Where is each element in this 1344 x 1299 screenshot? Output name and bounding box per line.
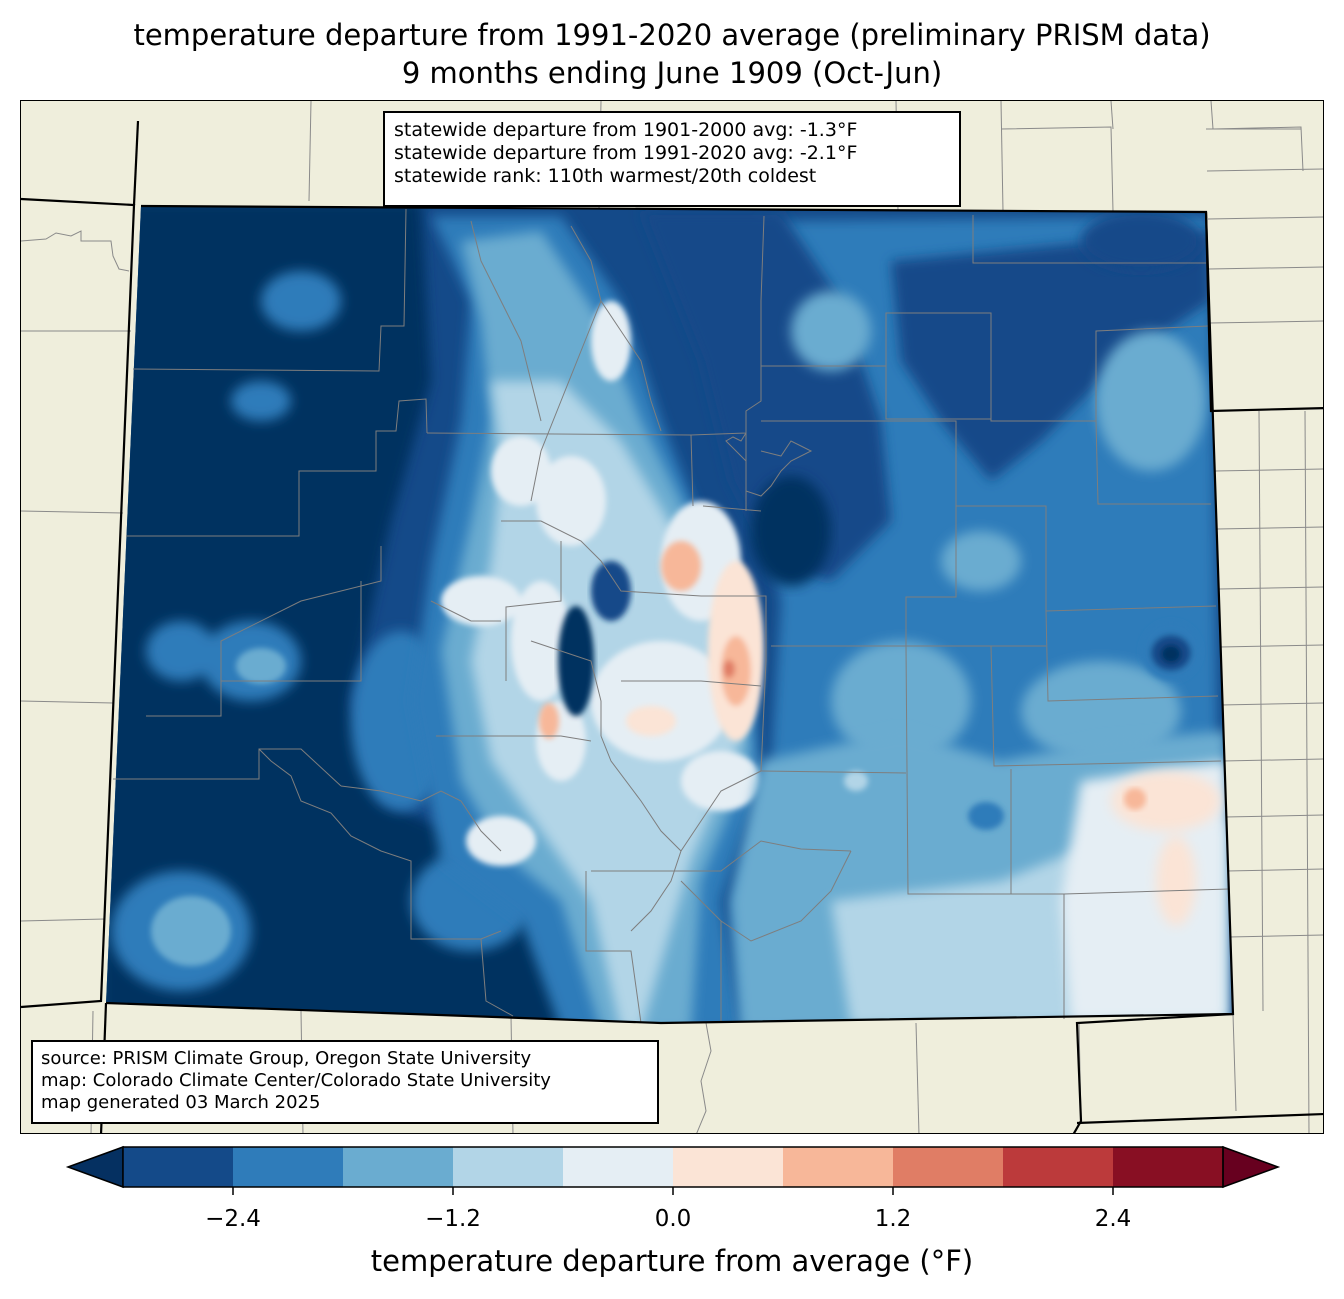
colorbar-bin-0: [123, 1147, 233, 1187]
stats-line-rank: statewide rank: 110th warmest/20th colde…: [394, 165, 817, 187]
temperature-field: [106, 206, 1233, 1023]
map-panel[interactable]: [20, 100, 1324, 1134]
tick-label-2-4: 2.4: [1094, 1206, 1132, 1232]
colorbar-bin-7: [893, 1147, 1003, 1187]
source-box: source: PRISM Climate Group, Oregon Stat…: [31, 1040, 659, 1124]
colorbar-bin-9: [1113, 1147, 1223, 1187]
colorbar-over-arrow: [1222, 1145, 1281, 1189]
map-subtitle: 9 months ending June 1909 (Oct-Jun): [401, 56, 943, 90]
colorbar-ticks: [232, 1187, 1114, 1195]
map-credit-line: map: Colorado Climate Center/Colorado St…: [41, 1070, 551, 1091]
tick-label-neg1-2: −1.2: [425, 1206, 481, 1232]
map-title: temperature departure from 1991-2020 ave…: [133, 18, 1211, 52]
colorbar-bin-2: [343, 1147, 453, 1187]
tick-label-neg2-4: −2.4: [205, 1206, 261, 1232]
colorbar-under-arrow: [65, 1145, 124, 1189]
generated-date-line: map generated 03 March 2025: [41, 1092, 321, 1113]
source-line: source: PRISM Climate Group, Oregon Stat…: [41, 1048, 532, 1069]
colorbar-bin-3: [453, 1147, 563, 1187]
statewide-stats-box: statewide departure from 1901-2000 avg: …: [383, 111, 961, 207]
tick-label-0-0: 0.0: [654, 1206, 692, 1232]
colorbar-bin-1: [233, 1147, 343, 1187]
colorbar-bin-4: [563, 1147, 673, 1187]
state-borders: [21, 120, 1323, 1133]
colorbar-bin-6: [783, 1147, 893, 1187]
colorado-map: [21, 101, 1323, 1133]
colorbar-bin-8: [1003, 1147, 1113, 1187]
colorbar: [65, 1145, 1281, 1195]
colorbar-bin-5: [673, 1147, 783, 1187]
stats-line-1991-2020: statewide departure from 1991-2020 avg: …: [394, 142, 858, 164]
tick-label-1-2: 1.2: [874, 1206, 912, 1232]
colorbar-label: temperature departure from average (°F): [370, 1244, 974, 1278]
colorado-county-lines: [113, 208, 1230, 1024]
stats-line-1901-2000: statewide departure from 1901-2000 avg: …: [394, 119, 858, 141]
